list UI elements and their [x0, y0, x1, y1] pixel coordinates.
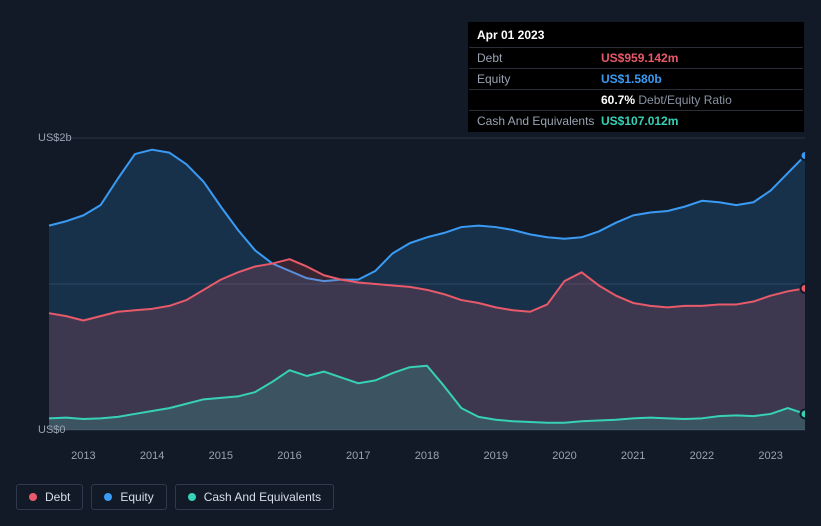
series-end-dot: [801, 284, 806, 293]
series-end-dot: [801, 151, 806, 160]
y-axis-label: US$0: [38, 424, 66, 436]
x-axis-label: 2015: [209, 450, 233, 462]
x-axis-label: 2016: [277, 450, 301, 462]
legend-dot-icon: [188, 493, 196, 501]
x-axis-label: 2022: [690, 450, 714, 462]
legend-label: Debt: [45, 490, 70, 504]
legend-item[interactable]: Equity: [91, 484, 166, 510]
legend-label: Equity: [120, 490, 153, 504]
tooltip-row-label: Equity: [477, 72, 601, 86]
legend-dot-icon: [104, 493, 112, 501]
x-axis-label: 2023: [758, 450, 782, 462]
legend-label: Cash And Equivalents: [204, 490, 321, 504]
legend-item[interactable]: Cash And Equivalents: [175, 484, 334, 510]
y-axis-label: US$2b: [38, 132, 72, 144]
x-axis-label: 2017: [346, 450, 370, 462]
x-axis-label: 2014: [140, 450, 164, 462]
tooltip-row-value: 60.7% Debt/Equity Ratio: [601, 93, 732, 107]
x-axis-label: 2020: [552, 450, 576, 462]
legend-dot-icon: [29, 493, 37, 501]
tooltip-row-label: [477, 93, 601, 107]
tooltip-row: 60.7% Debt/Equity Ratio: [469, 90, 803, 111]
tooltip-row-value: US$959.142m: [601, 51, 678, 65]
chart-legend: Debt Equity Cash And Equivalents: [16, 484, 334, 510]
x-axis-label: 2019: [483, 450, 507, 462]
tooltip-rows: DebtUS$959.142mEquityUS$1.580b60.7% Debt…: [469, 48, 803, 131]
chart-svg: [16, 120, 805, 465]
tooltip-row-label: Debt: [477, 51, 601, 65]
chart-tooltip: Apr 01 2023 DebtUS$959.142mEquityUS$1.58…: [468, 22, 804, 132]
debt-equity-chart[interactable]: US$0 US$2b 2013 2014 2015 2016 2017 2018 2019 202…: [16, 120, 805, 465]
tooltip-row-label: Cash And Equivalents: [477, 114, 601, 128]
tooltip-row-value: US$107.012m: [601, 114, 678, 128]
x-axis-label: 2018: [415, 450, 439, 462]
x-axis-label: 2021: [621, 450, 645, 462]
tooltip-row: Cash And EquivalentsUS$107.012m: [469, 111, 803, 131]
x-axis-label: 2013: [71, 450, 95, 462]
tooltip-date: Apr 01 2023: [469, 23, 803, 48]
tooltip-row: EquityUS$1.580b: [469, 69, 803, 90]
tooltip-row-value: US$1.580b: [601, 72, 662, 86]
tooltip-row: DebtUS$959.142m: [469, 48, 803, 69]
legend-item[interactable]: Debt: [16, 484, 83, 510]
series-end-dot: [801, 409, 806, 418]
